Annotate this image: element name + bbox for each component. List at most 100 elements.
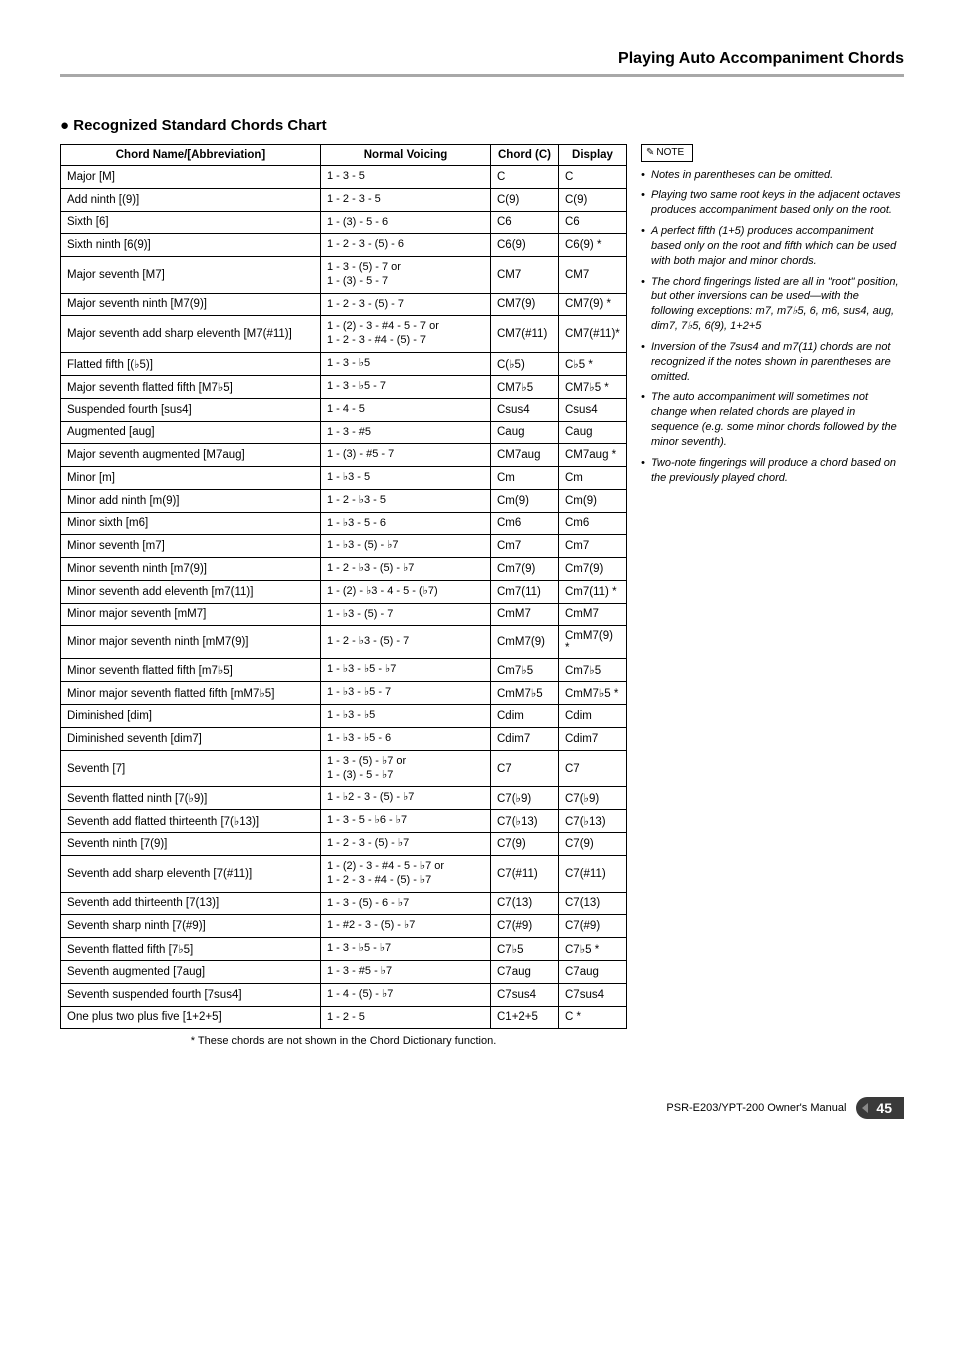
cell-chord: C6(9) [491,234,559,257]
cell-display: C7(♭9) [559,787,627,810]
cell-name: Minor sixth [m6] [61,512,321,535]
cell-voicing: 1 - 3 - (5) - ♭7 or1 - (3) - 5 - ♭7 [321,750,491,787]
cell-chord: C7aug [491,961,559,984]
cell-voicing: 1 - 3 - #5 [321,421,491,444]
cell-chord: CM7(#11) [491,316,559,353]
cell-voicing: 1 - 4 - 5 [321,398,491,421]
table-row: Minor major seventh [mM7]1 - ♭3 - (5) - … [61,603,627,626]
cell-name: Seventh [7] [61,750,321,787]
cell-name: Suspended fourth [sus4] [61,398,321,421]
cell-chord: Cm7♭5 [491,659,559,682]
cell-display: C7(#9) [559,915,627,938]
th-voicing: Normal Voicing [321,145,491,166]
cell-voicing: 1 - ♭3 - ♭5 - ♭7 [321,659,491,682]
th-display: Display [559,145,627,166]
cell-voicing: 1 - 3 - #5 - ♭7 [321,961,491,984]
table-row: Major seventh [M7]1 - 3 - (5) - 7 or1 - … [61,257,627,294]
cell-name: Seventh flatted fifth [7♭5] [61,938,321,961]
cell-display: Caug [559,421,627,444]
cell-name: Seventh sharp ninth [7(#9)] [61,915,321,938]
cell-display: Cm7♭5 [559,659,627,682]
cell-chord: Csus4 [491,398,559,421]
cell-display: CM7(9) * [559,293,627,316]
cell-name: Minor seventh [m7] [61,535,321,558]
cell-voicing: 1 - 3 - ♭5 [321,352,491,375]
cell-voicing: 1 - 2 - ♭3 - (5) - ♭7 [321,558,491,581]
cell-name: Major seventh ninth [M7(9)] [61,293,321,316]
cell-chord: C7(#11) [491,856,559,893]
cell-voicing: 1 - 2 - 3 - (5) - 7 [321,293,491,316]
cell-name: Minor seventh ninth [m7(9)] [61,558,321,581]
chord-table-container: Chord Name/[Abbreviation] Normal Voicing… [60,144,627,1047]
table-row: Seventh add flatted thirteenth [7(♭13)]1… [61,810,627,833]
cell-name: Minor seventh add eleventh [m7(11)] [61,580,321,603]
cell-chord: CM7 [491,257,559,294]
note-box: NOTE Notes in parentheses can be omitted… [641,144,904,492]
cell-voicing: 1 - ♭3 - (5) - ♭7 [321,535,491,558]
table-row: Minor [m]1 - ♭3 - 5CmCm [61,467,627,490]
cell-display: Cm6 [559,512,627,535]
note-list: Notes in parentheses can be omitted.Play… [641,168,904,486]
section-title: Recognized Standard Chords Chart [60,117,904,134]
note-item: Two-note fingerings will produce a chord… [641,456,904,486]
cell-voicing: 1 - ♭3 - ♭5 - 7 [321,682,491,705]
note-item: The chord fingerings listed are all in "… [641,275,904,334]
cell-chord: CM7(9) [491,293,559,316]
cell-voicing: 1 - 2 - 3 - 5 [321,188,491,211]
cell-voicing: 1 - 2 - 3 - (5) - 6 [321,234,491,257]
cell-chord: CmM7(9) [491,626,559,659]
table-row: Flatted fifth [(♭5)]1 - 3 - ♭5C(♭5)C♭5 * [61,352,627,375]
table-row: Seventh augmented [7aug]1 - 3 - #5 - ♭7C… [61,961,627,984]
cell-chord: Cm7(11) [491,580,559,603]
cell-display: Cdim [559,705,627,728]
cell-voicing: 1 - #2 - 3 - (5) - ♭7 [321,915,491,938]
cell-chord: Cm(9) [491,489,559,512]
cell-name: Major seventh flatted fifth [M7♭5] [61,375,321,398]
cell-voicing: 1 - 3 - ♭5 - ♭7 [321,938,491,961]
page-footer: PSR-E203/YPT-200 Owner's Manual 45 [60,1097,904,1119]
cell-display: CM7 [559,257,627,294]
cell-voicing: 1 - (2) - 3 - #4 - 5 - ♭7 or1 - 2 - 3 - … [321,856,491,893]
note-item: The auto accompaniment will sometimes no… [641,390,904,449]
cell-display: C♭5 * [559,352,627,375]
table-row: Seventh add sharp eleventh [7(#11)]1 - (… [61,856,627,893]
table-row: Add ninth [(9)]1 - 2 - 3 - 5C(9)C(9) [61,188,627,211]
cell-display: CM7(#11)* [559,316,627,353]
cell-display: C6 [559,211,627,234]
table-row: Minor seventh flatted fifth [m7♭5]1 - ♭3… [61,659,627,682]
cell-display: Cm [559,467,627,490]
table-row: Major seventh add sharp eleventh [M7(#11… [61,316,627,353]
cell-name: Minor [m] [61,467,321,490]
cell-display: CmM7(9) * [559,626,627,659]
cell-chord: Cm7(9) [491,558,559,581]
cell-name: Major seventh add sharp eleventh [M7(#11… [61,316,321,353]
note-label: NOTE [641,144,693,162]
cell-chord: C7sus4 [491,983,559,1006]
note-item: Notes in parentheses can be omitted. [641,168,904,183]
cell-display: C7aug [559,961,627,984]
table-row: Seventh flatted fifth [7♭5]1 - 3 - ♭5 - … [61,938,627,961]
cell-chord: C [491,166,559,189]
cell-chord: Cdim7 [491,728,559,751]
table-row: Augmented [aug]1 - 3 - #5CaugCaug [61,421,627,444]
cell-voicing: 1 - 3 - 5 [321,166,491,189]
cell-chord: CmM7 [491,603,559,626]
cell-display: CmM7 [559,603,627,626]
cell-display: C * [559,1006,627,1029]
cell-name: Seventh add thirteenth [7(13)] [61,892,321,915]
cell-voicing: 1 - 2 - 5 [321,1006,491,1029]
cell-name: Sixth ninth [6(9)] [61,234,321,257]
cell-chord: C7(#9) [491,915,559,938]
cell-display: C7♭5 * [559,938,627,961]
cell-name: Major seventh augmented [M7aug] [61,444,321,467]
cell-voicing: 1 - 3 - (5) - 6 - ♭7 [321,892,491,915]
table-row: One plus two plus five [1+2+5]1 - 2 - 5C… [61,1006,627,1029]
cell-chord: CM7♭5 [491,375,559,398]
table-row: Major seventh augmented [M7aug]1 - (3) -… [61,444,627,467]
cell-name: Seventh add flatted thirteenth [7(♭13)] [61,810,321,833]
cell-voicing: 1 - (2) - 3 - #4 - 5 - 7 or1 - 2 - 3 - #… [321,316,491,353]
cell-voicing: 1 - 3 - (5) - 7 or1 - (3) - 5 - 7 [321,257,491,294]
th-name: Chord Name/[Abbreviation] [61,145,321,166]
table-row: Minor seventh add eleventh [m7(11)]1 - (… [61,580,627,603]
cell-name: Augmented [aug] [61,421,321,444]
